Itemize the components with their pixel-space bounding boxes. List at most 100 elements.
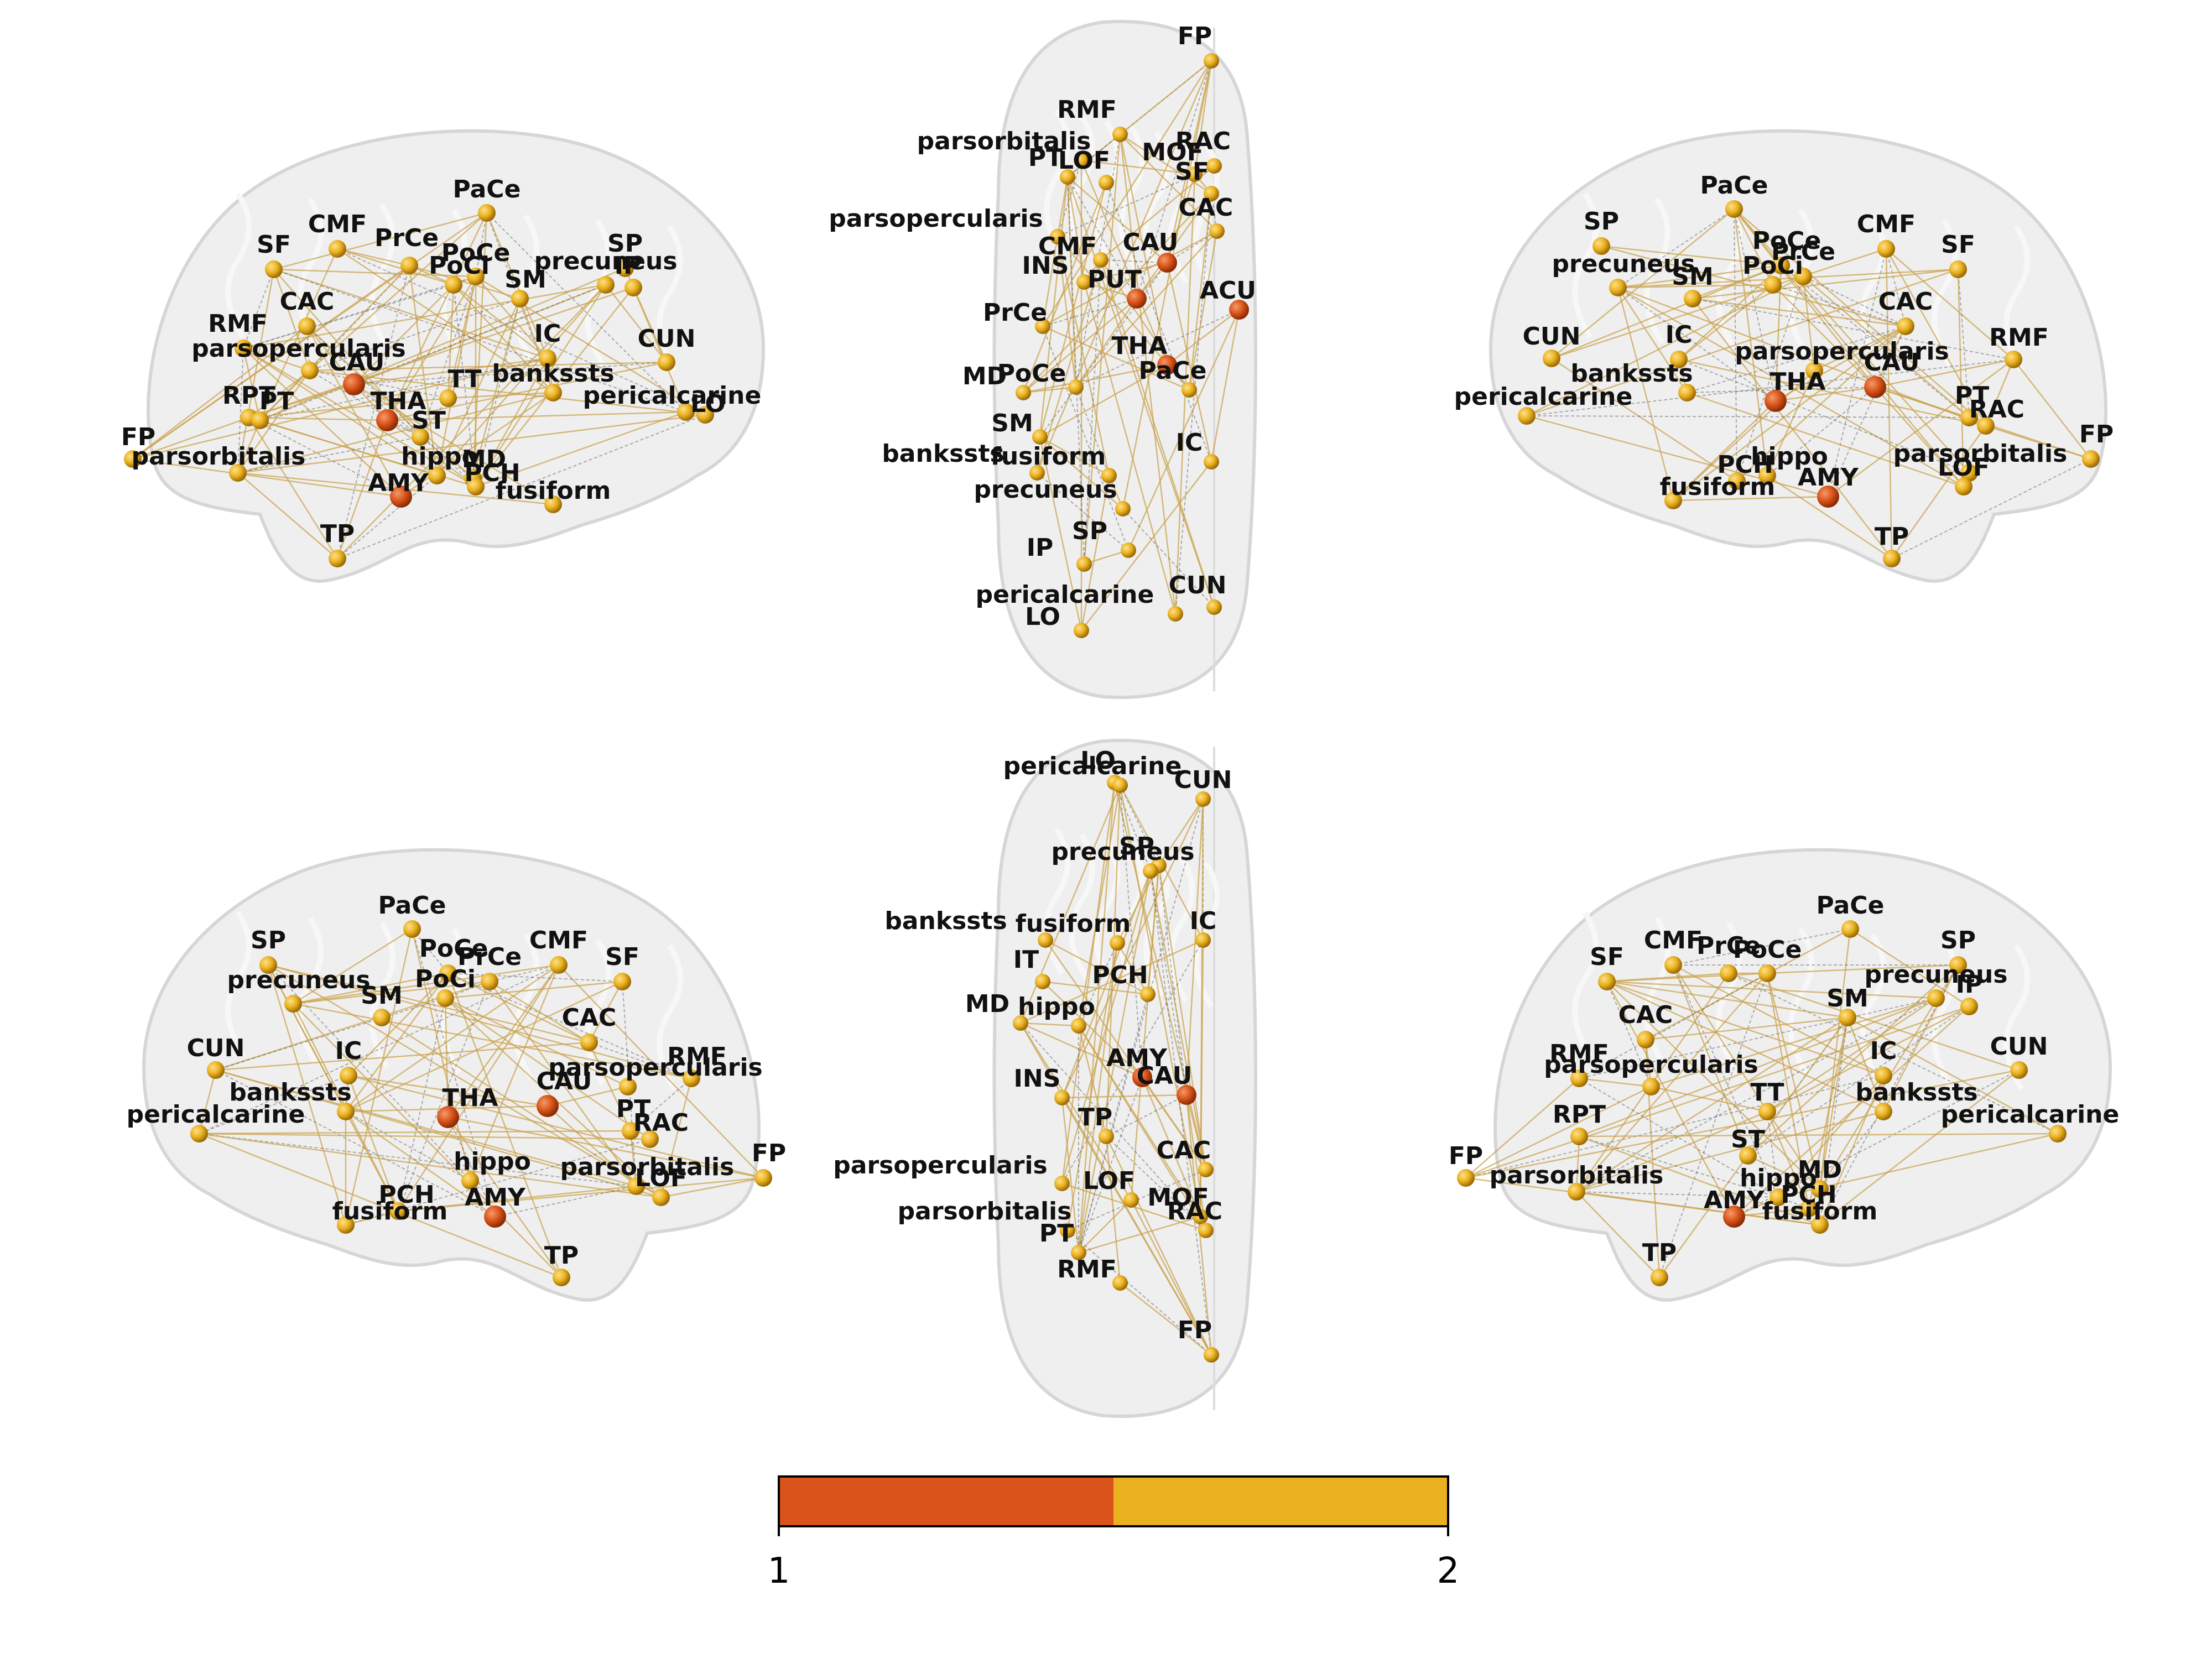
node-label-parsopercularis: parsopercularis: [833, 1151, 1048, 1180]
node-IC: [340, 1067, 357, 1084]
connectivity-edge: [1847, 1016, 2058, 1135]
connectivity-edge: [345, 1111, 471, 1181]
node-parsorbitalis: [229, 464, 247, 482]
node-label-CAU: CAU: [329, 348, 385, 377]
node-CMF: [550, 956, 568, 974]
brain-sulcus: [1860, 933, 1886, 1080]
connectivity-edge: [1106, 1094, 1187, 1137]
connectivity-edge: [1119, 785, 1201, 1217]
node-RMF: [1112, 1275, 1128, 1291]
connectivity-edge: [1023, 364, 1168, 394]
connectivity-edge: [1465, 1078, 1580, 1178]
node-precuneus: [597, 276, 615, 294]
connectivity-edge: [589, 1042, 692, 1079]
connectivity-edge: [1067, 60, 1212, 178]
connectivity-edge: [475, 298, 521, 487]
node-label-RMF: RMF: [667, 1042, 727, 1071]
connectivity-edge: [1766, 370, 1815, 476]
node-CAC: [1209, 223, 1225, 239]
connectivity-edge: [1465, 1005, 1970, 1179]
connectivity-edge: [1673, 400, 1776, 501]
connectivity-edge: [1617, 287, 1674, 501]
node-label-PCH: PCH: [1781, 1181, 1836, 1209]
connectivity-edge: [1579, 1077, 1652, 1088]
node-label-PT: PT: [259, 387, 294, 415]
connectivity-edge: [1651, 1086, 1768, 1113]
connectivity-edge: [1019, 1022, 1132, 1201]
connectivity-edge: [1576, 973, 1768, 1192]
node-parsorbitalis: [1074, 153, 1089, 168]
node-label-IC: IC: [335, 1037, 362, 1065]
connectivity-edge: [1576, 1110, 1884, 1193]
node-label-RMF: RMF: [1057, 96, 1117, 124]
connectivity-edge: [453, 284, 548, 359]
connectivity-edge: [1084, 262, 1168, 283]
brain-sulcus: [1168, 855, 1195, 1003]
connectivity-edge: [1734, 208, 1964, 487]
connectivity-edge: [1672, 964, 1749, 1156]
node-bankssts: [1029, 465, 1045, 481]
connectivity-edge: [337, 248, 454, 286]
node-label-CUN: CUN: [187, 1034, 245, 1062]
node-label-LOF: LOF: [1938, 453, 1990, 482]
node-fusiform: [1664, 492, 1682, 509]
connectivity-edge: [242, 348, 261, 421]
connectivity-edge: [1100, 259, 1215, 608]
connectivity-edge: [248, 416, 388, 421]
node-IT: [1035, 974, 1050, 989]
node-SM: [511, 290, 529, 307]
node-label-MOF: MOF: [1147, 1183, 1209, 1212]
node-SP: [1949, 956, 1967, 974]
connectivity-edge: [132, 416, 249, 460]
connectivity-edge: [1083, 281, 1177, 614]
connectivity-edge: [1775, 386, 1876, 402]
connectivity-edge: [1606, 980, 1848, 1019]
connectivity-edge: [1819, 1075, 1885, 1225]
node-SM: [373, 1009, 391, 1026]
brain-sulcus: [225, 911, 252, 1058]
connectivity-edge: [1061, 1097, 1212, 1355]
node-LOF: [1099, 175, 1114, 190]
brain-sulcus: [369, 203, 395, 350]
connectivity-edge: [1526, 415, 1970, 418]
connectivity-edge: [588, 981, 623, 1043]
connectivity-edge: [1617, 287, 1776, 401]
connectivity-edge: [1039, 176, 1069, 437]
node-label-ST: ST: [412, 406, 446, 435]
node-FP: [1204, 53, 1219, 69]
connectivity-edge: [1819, 1017, 1849, 1190]
node-label-precuneus: precuneus: [1552, 250, 1695, 278]
node-label-LOF: LOF: [635, 1164, 687, 1192]
connectivity-edge: [1067, 1230, 1212, 1355]
connectivity-edge: [2013, 359, 2091, 460]
node-fusiform: [1110, 935, 1125, 951]
brain-sulcus: [1716, 203, 1742, 350]
connectivity-edge: [1166, 262, 1212, 462]
connectivity-edge: [1067, 134, 1121, 178]
connectivity-edge: [475, 411, 686, 488]
connectivity-edge: [1575, 1136, 1580, 1192]
connectivity-edge: [1645, 1016, 1848, 1041]
node-PrCe: [1035, 319, 1050, 334]
connectivity-edge: [1067, 176, 1085, 565]
connectivity-edge: [630, 1078, 692, 1131]
node-label-TP: TP: [320, 520, 355, 548]
connectivity-edge: [1728, 973, 2058, 1134]
node-label-SP: SP: [1584, 207, 1619, 236]
connectivity-edge: [199, 1133, 650, 1140]
connectivity-edge: [248, 417, 402, 497]
connectivity-edge: [199, 1075, 349, 1134]
node-pericalcarine: [1112, 778, 1128, 793]
connectivity-edge: [1078, 942, 1118, 1253]
node-label-PrCe: PrCe: [374, 224, 439, 252]
node-label-THA: THA: [1112, 332, 1168, 360]
node-ST: [412, 428, 429, 446]
node-parsopercularis: [1642, 1078, 1660, 1095]
node-label-PCH: PCH: [378, 1181, 434, 1209]
node-label-SP: SP: [1072, 517, 1107, 545]
connectivity-edge: [1078, 799, 1204, 1253]
connectivity-edge: [353, 384, 473, 479]
connectivity-edge: [248, 397, 449, 419]
connectivity-edge: [293, 972, 449, 1005]
